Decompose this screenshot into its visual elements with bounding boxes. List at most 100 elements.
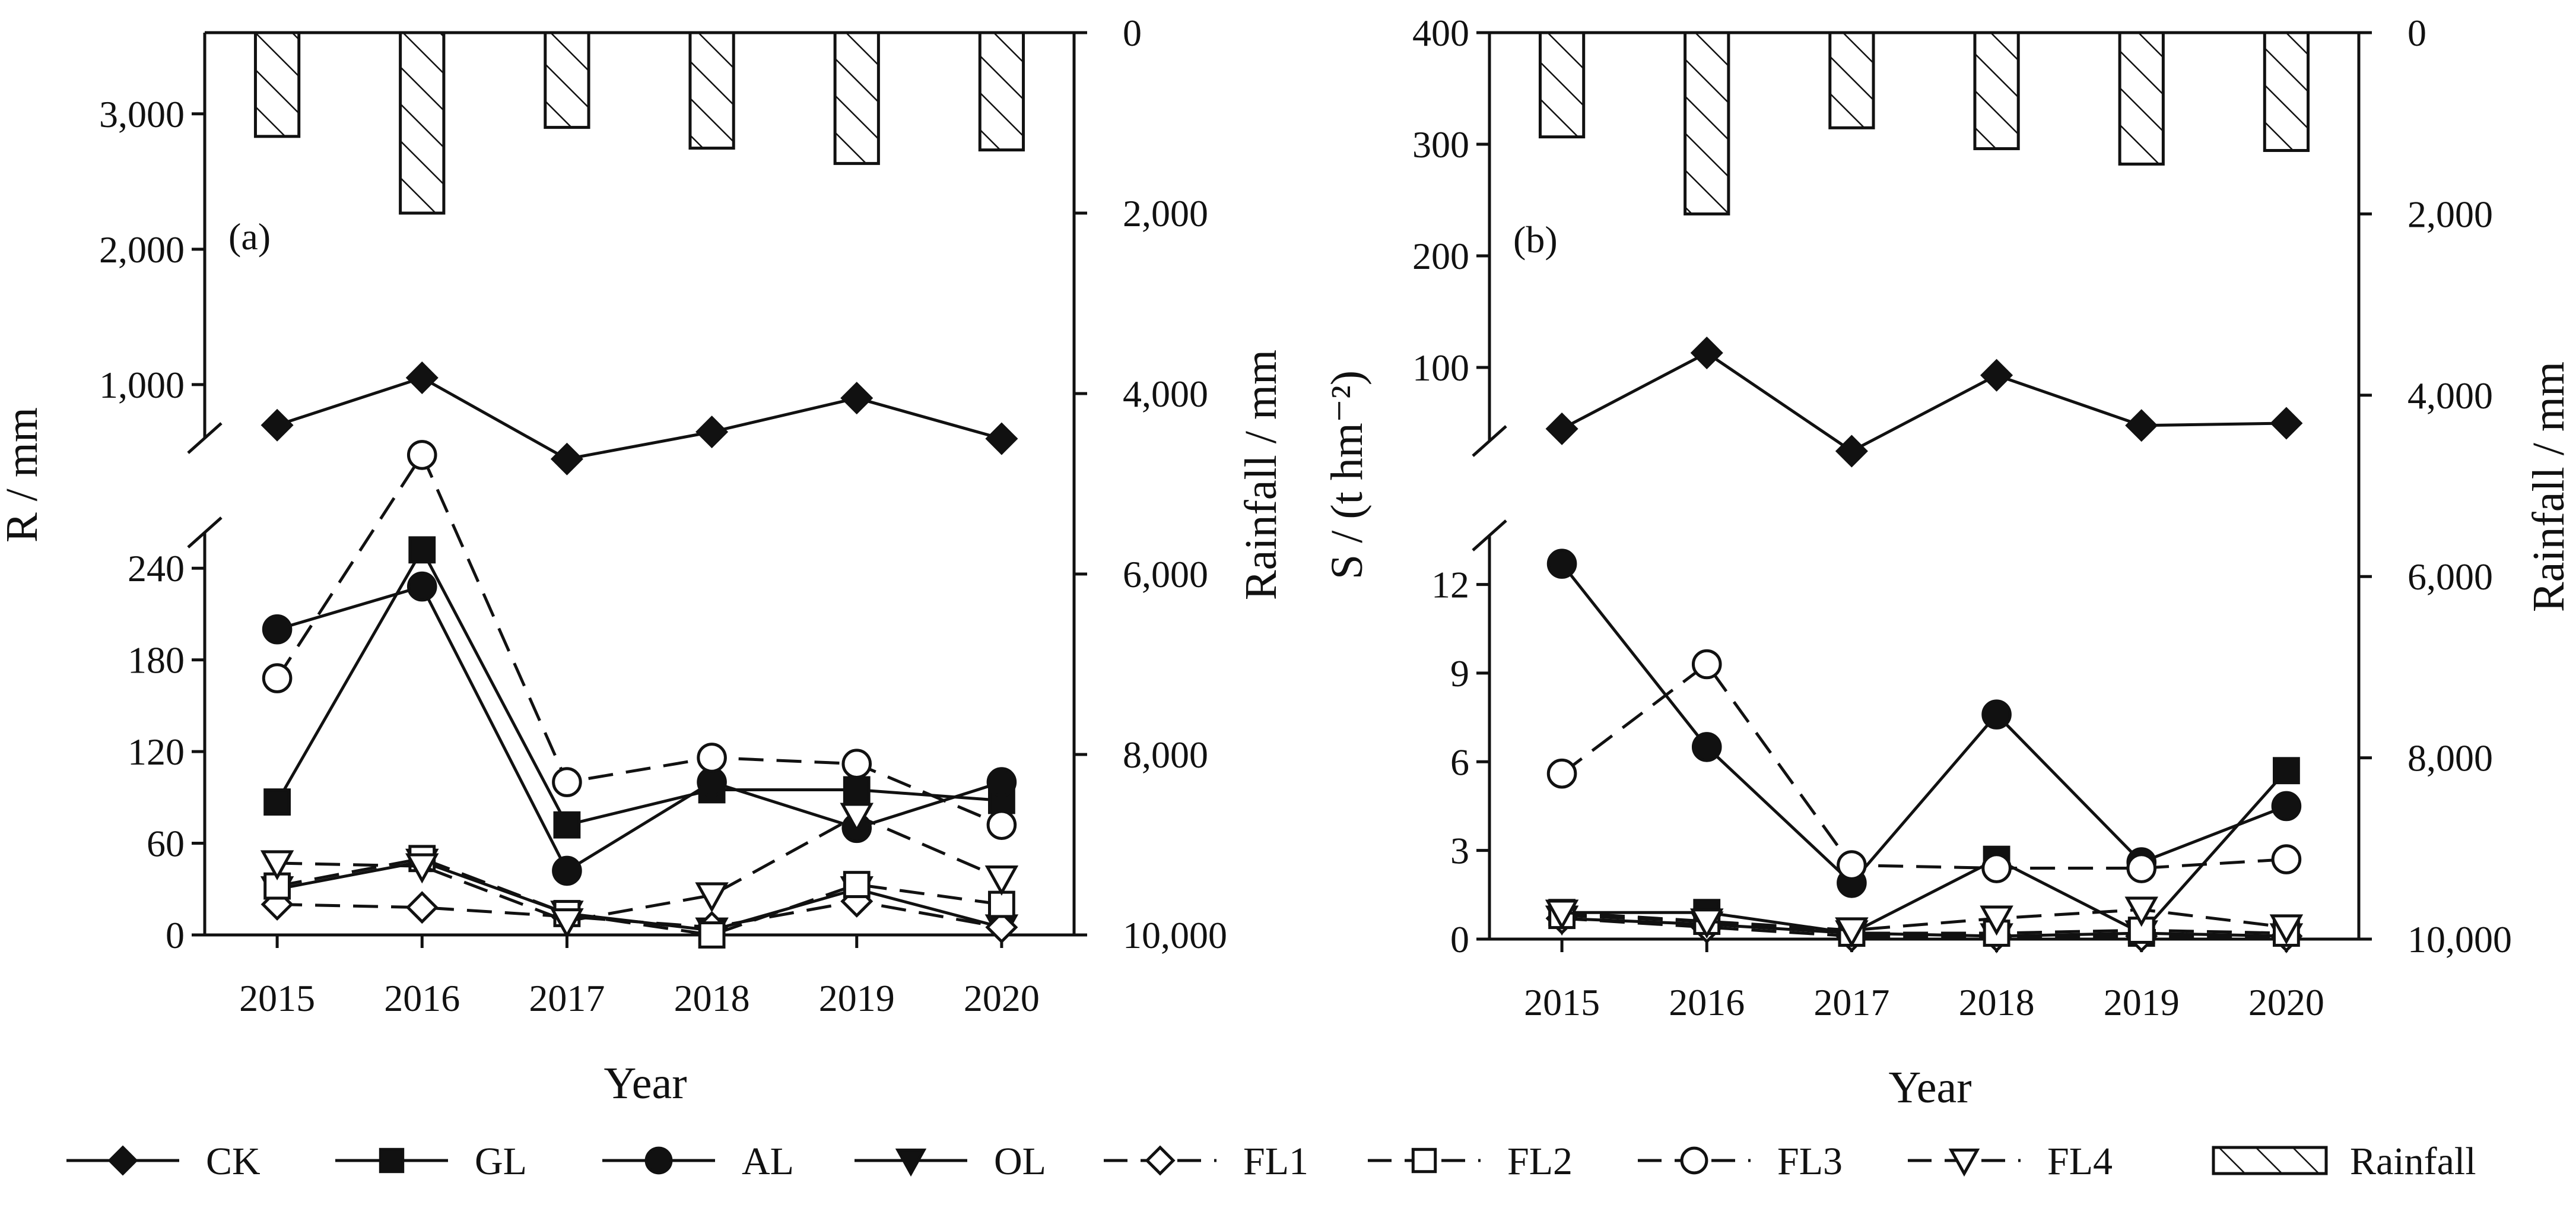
panel-a-point-al-2015	[262, 614, 293, 645]
panel-b-rainfall-bar-2016	[1684, 31, 1730, 215]
panel-b-ytick-label-lower: 6	[1450, 741, 1469, 783]
panel-b-series-al	[1546, 548, 2302, 898]
panel-b-point-gl-2020	[2273, 757, 2300, 785]
panel-b-point-fl3-2020	[2271, 844, 2302, 874]
panel-a-point-fl1-2016	[405, 891, 439, 924]
panel-a-point-fl2-2020	[988, 890, 1015, 918]
panel-a-series-fl2	[263, 845, 1015, 949]
panel-b-rainfall-bar-2015	[1538, 31, 1586, 139]
panel-a-ytick-label-upper: 2,000	[99, 229, 185, 271]
panel-b-y2tick-label: 4,000	[2407, 375, 2493, 417]
legend: CK GL AL OL FL1 FL2 FL3 FL4 Rainfall	[66, 1140, 2476, 1183]
panel-a-y2tick-label: 10,000	[1123, 914, 1227, 956]
panel-a-xtick-label-2016: 2016	[384, 977, 460, 1019]
panel-b-point-fl3-2019	[2126, 853, 2157, 883]
panel-a-axis-break-mark-upper	[187, 422, 223, 454]
panel-b-ytick-label-lower: 0	[1450, 918, 1469, 960]
panel-b-xtick-label-2018: 2018	[1959, 981, 2035, 1023]
panel-b-ytick-label-lower: 12	[1431, 564, 1469, 606]
panel-b-point-al-2015	[1546, 548, 1577, 579]
panel-b-panel-label: (b)	[1513, 218, 1558, 261]
panel-a-point-fl3-2019	[841, 749, 872, 779]
panel-b-rainfall-bar-2019	[2118, 31, 2165, 166]
panel-b-ytick-label-upper: 200	[1412, 235, 1469, 277]
legend-label-fl3: FL3	[1777, 1140, 1843, 1183]
panel-b-point-fl4-2017	[1835, 917, 1869, 948]
panel-b-xtick-label-2016: 2016	[1669, 981, 1745, 1023]
panel-a-point-gl-2017	[553, 811, 581, 839]
legend-marker-fl3	[1680, 1146, 1708, 1175]
panel-a-point-fl3-2020	[986, 810, 1017, 840]
panel-a-point-al-2020	[986, 767, 1017, 797]
panel-b-line-ck	[1561, 351, 2286, 453]
legend-item-gl: GL	[335, 1140, 527, 1183]
panel-a-y2-axis-title: Rainfall / mm	[1236, 350, 1286, 600]
panel-a-xtick-label-2020: 2020	[964, 977, 1040, 1019]
panel-a-panel-label: (a)	[228, 215, 271, 258]
panel-b-y2tick-label: 8,000	[2407, 737, 2493, 779]
panel-a: 0 60 120 180 240 1,000 2,000 3,000 0 2,000 4,000 6,…	[0, 12, 1286, 1108]
legend-label-fl1: FL1	[1243, 1140, 1308, 1183]
panel-b-y2tick-label: 0	[2407, 12, 2426, 54]
legend-marker-al	[644, 1146, 673, 1175]
panel-a-ytick-label-upper: 1,000	[99, 364, 185, 406]
panel-a-ytick-label-lower: 180	[128, 639, 185, 681]
panel-a-point-fl3-2017	[552, 767, 582, 797]
panel-a-xtick-label-2019: 2019	[819, 977, 895, 1019]
panel-a-line-fl2	[277, 857, 1002, 937]
legend-label-ol: OL	[994, 1140, 1046, 1183]
panel-b-ytick-label-upper: 100	[1412, 347, 1469, 389]
panel-a-series-fl4	[260, 803, 1019, 939]
panel-b-point-ck-2015	[1545, 412, 1578, 445]
panel-a-rainfall-bar-2019	[833, 31, 880, 165]
panel-a-point-ck-2020	[985, 422, 1018, 455]
panel-b-point-ck-2019	[2125, 409, 2158, 442]
panel-a-rainfall-bar-2017	[544, 31, 590, 129]
panel-b-y2tick-label: 2,000	[2407, 193, 2493, 235]
panel-a-point-ck-2019	[840, 382, 874, 415]
panel-a-y2tick-label: 8,000	[1123, 734, 1208, 776]
panel-a-point-gl-2015	[263, 788, 291, 816]
panel-b-rainfall-bar-2018	[1973, 31, 2020, 150]
panel-b-point-al-2018	[1981, 699, 2012, 730]
panel-a-point-fl4-2017	[550, 908, 584, 939]
panel-a-line-ck	[277, 376, 1002, 461]
panel-b-point-al-2020	[2271, 791, 2302, 822]
panel-a-point-al-2017	[552, 855, 582, 886]
panel-b-y2-axis-title: Rainfall / mm	[2524, 362, 2574, 612]
panel-b-ytick-label-lower: 3	[1450, 830, 1469, 872]
panel-a-point-gl-2019	[843, 776, 871, 804]
panel-a-point-al-2016	[406, 571, 437, 602]
panel-b-y-axis-title: S / (t hm⁻²)	[1322, 370, 1372, 579]
panel-a-y2tick-label: 4,000	[1123, 373, 1208, 415]
panel-b-point-ck-2016	[1690, 337, 1723, 370]
panel-b-point-fl4-2019	[2124, 896, 2158, 927]
panel-a-y2tick-label: 0	[1123, 12, 1142, 54]
panel-a-axis-break-mark-lower	[187, 516, 223, 548]
legend-marker-fl2	[1411, 1147, 1437, 1174]
panel-a-point-fl4-2015	[260, 850, 294, 881]
panel-a-point-gl-2016	[408, 536, 436, 564]
legend-marker-fl4	[1948, 1148, 1980, 1177]
panel-b-y2tick-label: 6,000	[2407, 556, 2493, 598]
panel-a-line-fl3	[275, 452, 1002, 826]
panel-b-series-fl4	[1545, 896, 2304, 948]
panel-a-ytick-label-upper: 3,000	[99, 93, 185, 135]
panel-a-series-al	[262, 571, 1017, 886]
legend-marker-fl1	[1145, 1145, 1176, 1176]
panel-a-point-ck-2015	[261, 408, 294, 442]
panel-b-line-fl3	[1561, 662, 2287, 870]
legend-item-fl2: FL2	[1368, 1140, 1573, 1183]
panel-a-point-fl4-2019	[840, 803, 874, 833]
panel-a-rainfall-bar-2015	[253, 31, 301, 138]
panel-b-line-fl1	[1561, 917, 2286, 938]
panel-b-ytick-label-upper: 400	[1412, 12, 1469, 54]
panel-b-axis-break-mark-lower	[1472, 519, 1507, 551]
panel-a-ytick-label-lower: 60	[147, 823, 185, 865]
panel-b-point-fl3-2017	[1837, 850, 1867, 880]
panel-a-point-fl1-2020	[985, 911, 1018, 944]
legend-label-gl: GL	[475, 1140, 527, 1183]
panel-b-ytick-label-upper: 300	[1412, 123, 1469, 166]
panel-b-x-axis-title: Year	[1888, 1063, 1971, 1112]
